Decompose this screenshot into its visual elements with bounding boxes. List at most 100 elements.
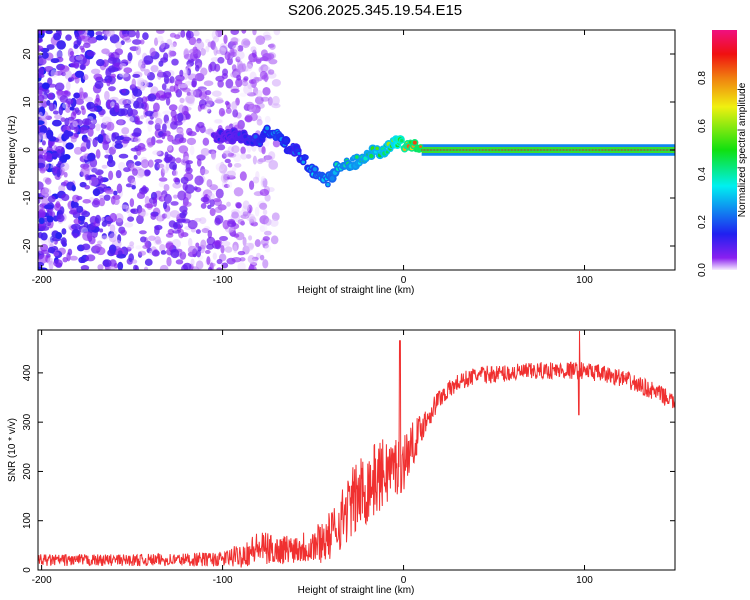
spectral-blob [165,210,172,219]
spectral-blob [262,87,271,96]
spectral-blob [242,40,251,46]
spectral-blob [134,137,141,143]
spectral-blob [268,159,279,170]
spectral-blob [227,162,233,168]
spectral-blob [88,176,99,187]
spectral-blob [132,88,143,97]
y-tick-label: 10 [22,96,33,108]
y-axis-label: Frequency (Hz) [7,116,18,185]
spectral-blob [116,253,127,259]
spectral-blob [216,258,223,265]
spectral-blob [248,216,257,224]
spectral-blob [83,137,88,143]
spectral-blob [208,63,213,73]
spectral-blob [109,212,117,223]
y-tick-label: 0 [22,147,33,153]
spectral-blob [62,153,71,160]
spectral-blob [263,72,269,83]
spectral-blob [95,149,101,159]
ridge-mark [375,146,379,151]
spectral-blob [48,136,57,142]
spectral-blob [217,144,226,151]
spectral-blob [202,137,210,146]
spectral-blob [38,162,46,169]
spectral-blob [39,125,48,134]
spectral-blob [195,229,201,234]
spectral-blob [108,232,117,243]
spectral-blob [222,219,230,230]
spectral-blob [80,64,86,70]
spectral-blob [189,89,197,97]
spectral-blob [148,235,156,241]
spectral-blob [136,77,146,86]
spectral-blob [135,245,142,250]
spectral-blob [53,114,63,120]
spectral-blob [105,189,115,195]
spectral-blob [218,163,228,174]
spectral-blob [146,137,156,146]
spectral-blob [47,93,54,99]
spectral-blob [135,45,141,56]
spectral-blob [193,186,198,191]
spectral-blob [90,68,101,75]
spectral-blob [86,101,95,110]
spectral-blob [169,76,175,84]
spectral-blob [41,140,46,146]
spectral-blob [264,139,270,147]
spectral-blob [156,150,164,157]
spectral-blob [267,96,273,106]
spectral-blob [80,142,88,152]
spectral-blob [44,177,52,185]
spectral-blob [103,30,111,37]
spectral-blob [121,136,132,142]
spectral-blob [70,111,77,120]
spectral-blob [131,168,138,176]
x-tick-label: 0 [401,575,407,586]
colorbar-tick-label: 0.6 [697,119,708,133]
spectral-blob [56,50,63,59]
spectral-blob [139,211,149,217]
spectral-blob [84,96,94,103]
spectral-blob [86,30,95,39]
spectral-blob [67,77,73,83]
spectral-blob [235,50,245,60]
spectral-blob [184,68,189,76]
spectral-blob [200,147,210,157]
spectral-blob [40,187,50,195]
spectral-blob [121,89,127,94]
snr-frame [37,329,676,571]
spectral-blob [86,51,96,57]
spectral-blob [186,68,192,76]
spectral-blob [179,251,187,260]
spectral-blob [155,139,164,144]
spectral-blob [199,169,210,175]
y-tick-label: 400 [22,364,33,381]
spectral-blob [180,176,189,185]
spectral-blob [161,123,167,133]
spectral-blob [75,55,84,61]
spectral-blob [40,232,48,241]
spectral-blob [220,245,225,254]
y-axis-label: SNR (10 * v/v) [7,418,18,482]
spectral-blob [139,230,147,235]
spectral-blob [269,43,276,50]
spectral-blob [130,208,136,213]
spectral-blob [161,132,166,140]
spectral-blob [77,215,86,221]
spectral-blob [151,249,160,257]
spectral-blob [140,115,145,120]
spectral-blob [237,250,246,256]
spectral-blob [72,120,78,128]
spectral-blob [109,67,119,72]
spectral-blob [243,84,253,95]
ridge-mark [265,126,270,131]
spectral-blob [153,110,159,118]
spectral-blob [167,134,174,142]
x-tick-label: -200 [32,275,52,286]
spectral-blob [38,192,41,198]
spectral-blob [222,68,229,76]
spectral-blob [240,153,248,160]
spectral-blob [173,169,178,176]
spectral-blob [272,139,281,148]
